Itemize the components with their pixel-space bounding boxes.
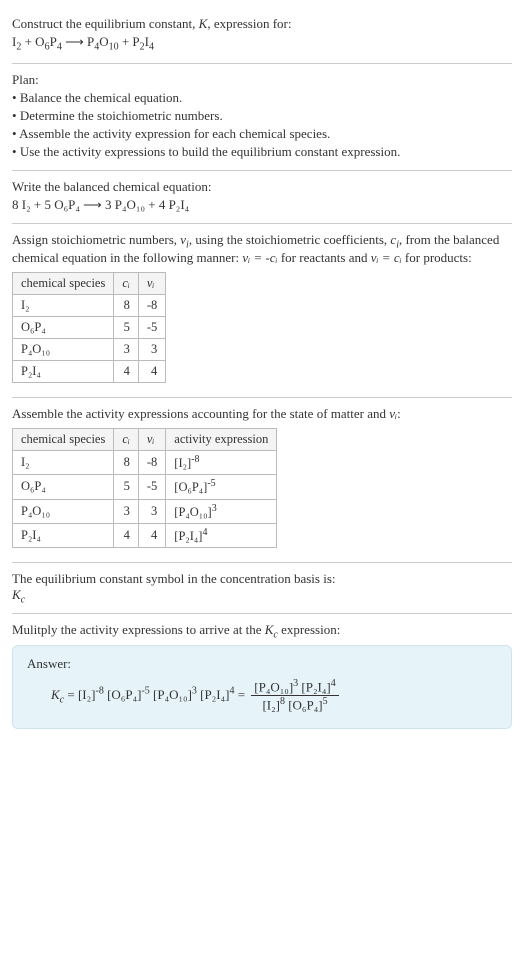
- table-row: chemical species cᵢ νᵢ: [13, 273, 166, 295]
- table-row: O₆P₄5-5[O₆P₄]-5: [13, 475, 277, 499]
- stoich-table-1: chemical species cᵢ νᵢ I₂8-8 O₆P₄5-5 P₄O…: [12, 272, 166, 383]
- plan-title: Plan:: [12, 72, 512, 88]
- table-row: P₄O₁₀33: [13, 339, 166, 361]
- multiply-text: Mulitply the activity expressions to arr…: [12, 622, 512, 641]
- kc-fraction: [P₄O₁₀]3 [P₂I₄]4 [I₂]8 [O₆P₄]5: [251, 678, 338, 714]
- balanced-title: Write the balanced chemical equation:: [12, 179, 512, 195]
- table-row: P₂I₄44: [13, 361, 166, 383]
- plan-item-3: • Use the activity expressions to build …: [12, 144, 512, 160]
- answer-section: Mulitply the activity expressions to arr…: [12, 614, 512, 736]
- kc-expression: Kc = [I₂]-8 [O₆P₄]-5 [P₄O₁₀]3 [P₂I₄]4 = …: [27, 678, 497, 714]
- plan-item-2: • Assemble the activity expression for e…: [12, 126, 512, 142]
- table-row: P₂I₄44[P₂I₄]4: [13, 523, 277, 547]
- unbalanced-equation: I2 + O6P4 ⟶ P4O10 + P2I4: [12, 34, 512, 53]
- balanced-equation: 8 I₂ + 5 O₆P₄ ⟶ 3 P₄O₁₀ + 4 P₂I₄: [12, 197, 512, 213]
- kc-symbol: Kc: [12, 587, 512, 606]
- intro-section: Construct the equilibrium constant, K, e…: [12, 8, 512, 64]
- th-v: νᵢ: [138, 273, 165, 295]
- th-c: cᵢ: [114, 273, 139, 295]
- fraction-denominator: [I₂]8 [O₆P₄]5: [251, 696, 338, 713]
- plan-item-0: • Balance the chemical equation.: [12, 90, 512, 106]
- table-row: chemical species cᵢ νᵢ activity expressi…: [13, 429, 277, 451]
- intro-part1b: , expression for:: [207, 16, 291, 31]
- fraction-numerator: [P₄O₁₀]3 [P₂I₄]4: [251, 678, 338, 696]
- table-row: P₄O₁₀33[P₄O₁₀]3: [13, 499, 277, 523]
- arrow: ⟶: [62, 34, 87, 49]
- assign-text: Assign stoichiometric numbers, νi, using…: [12, 232, 512, 267]
- plan-item-1: • Determine the stoichiometric numbers.: [12, 108, 512, 124]
- kc-symbol-section: The equilibrium constant symbol in the c…: [12, 563, 512, 615]
- answer-label: Answer:: [27, 656, 497, 672]
- table-row: O₆P₄5-5: [13, 317, 166, 339]
- intro-text: Construct the equilibrium constant, K, e…: [12, 16, 512, 32]
- table-row: I₂8-8[I₂]-8: [13, 451, 277, 475]
- assign-section: Assign stoichiometric numbers, νi, using…: [12, 224, 512, 399]
- activity-section: Assemble the activity expressions accoun…: [12, 398, 512, 563]
- balanced-section: Write the balanced chemical equation: 8 …: [12, 171, 512, 224]
- th-species: chemical species: [13, 273, 114, 295]
- plan-section: Plan: • Balance the chemical equation. •…: [12, 64, 512, 171]
- table-row: I₂8-8: [13, 295, 166, 317]
- stoich-table-2: chemical species cᵢ νᵢ activity expressi…: [12, 428, 277, 548]
- activity-text: Assemble the activity expressions accoun…: [12, 406, 512, 422]
- answer-box: Answer: Kc = [I₂]-8 [O₆P₄]-5 [P₄O₁₀]3 [P…: [12, 645, 512, 729]
- intro-part1: Construct the equilibrium constant,: [12, 16, 199, 31]
- kc-symbol-text: The equilibrium constant symbol in the c…: [12, 571, 512, 587]
